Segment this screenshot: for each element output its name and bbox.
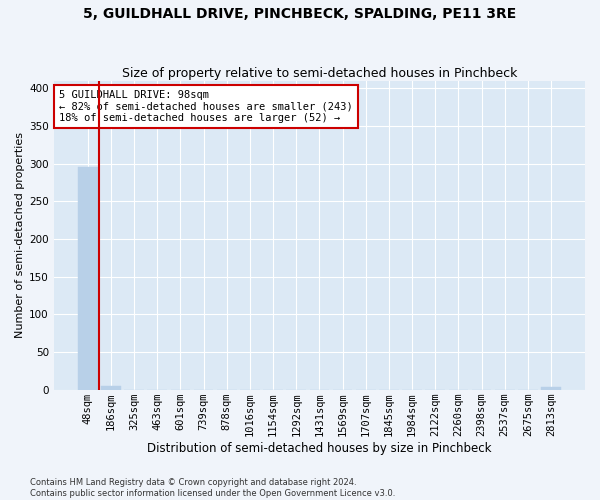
Bar xyxy=(101,386,121,390)
Text: 5, GUILDHALL DRIVE, PINCHBECK, SPALDING, PE11 3RE: 5, GUILDHALL DRIVE, PINCHBECK, SPALDING,… xyxy=(83,8,517,22)
Bar xyxy=(541,387,561,390)
Y-axis label: Number of semi-detached properties: Number of semi-detached properties xyxy=(15,132,25,338)
Title: Size of property relative to semi-detached houses in Pinchbeck: Size of property relative to semi-detach… xyxy=(122,66,517,80)
Bar xyxy=(78,168,98,390)
Text: Contains HM Land Registry data © Crown copyright and database right 2024.
Contai: Contains HM Land Registry data © Crown c… xyxy=(30,478,395,498)
Text: 5 GUILDHALL DRIVE: 98sqm
← 82% of semi-detached houses are smaller (243)
18% of : 5 GUILDHALL DRIVE: 98sqm ← 82% of semi-d… xyxy=(59,90,353,123)
X-axis label: Distribution of semi-detached houses by size in Pinchbeck: Distribution of semi-detached houses by … xyxy=(147,442,491,455)
